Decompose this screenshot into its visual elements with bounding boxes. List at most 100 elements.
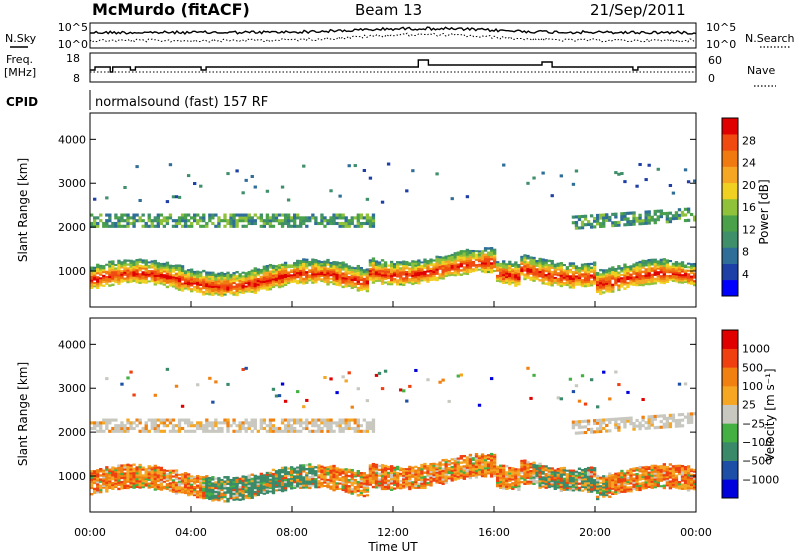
- heatmap-cell: [193, 285, 197, 288]
- heatmap-cell: [193, 479, 197, 482]
- heatmap-cell: [465, 458, 470, 461]
- heatmap-cell: [580, 275, 585, 278]
- heatmap-cell: [399, 485, 403, 488]
- heatmap-cell: [280, 280, 285, 284]
- heatmap-cell: [559, 481, 563, 484]
- heatmap-cell: [514, 480, 518, 483]
- heatmap-cell: [629, 222, 633, 226]
- heatmap-cell: [641, 281, 645, 285]
- heatmap-cell: [635, 265, 639, 269]
- heatmap-cell: [547, 268, 551, 271]
- heatmap-cell: [150, 270, 154, 273]
- heatmap-cell: [526, 257, 530, 260]
- heatmap-cell: [308, 486, 312, 490]
- heatmap-cell: [586, 466, 591, 470]
- heatmap-cell: [492, 459, 497, 462]
- heatmap-cell: [650, 263, 654, 266]
- heatmap-cell: [286, 266, 291, 269]
- heatmap-cell: [211, 273, 215, 276]
- heatmap-cell: [262, 272, 267, 275]
- heatmap-cell: [293, 221, 297, 226]
- heatmap-cell: [474, 455, 479, 458]
- heatmap-cell: [393, 476, 397, 479]
- heatmap-cell: [202, 478, 206, 481]
- heatmap-cell: [356, 267, 360, 270]
- heatmap-cell: [256, 287, 260, 290]
- heatmap-cell: [338, 482, 342, 485]
- heatmap-cell: [617, 220, 621, 224]
- heatmap-cell: [517, 475, 521, 478]
- heatmap-cell: [253, 481, 257, 484]
- heatmap-cell: [459, 258, 463, 262]
- heatmap-cell: [293, 481, 297, 484]
- heatmap-cell: [426, 470, 430, 473]
- heatmap-cell: [371, 465, 376, 468]
- heatmap-cell: [692, 179, 697, 183]
- heatmap-cell: [293, 216, 297, 220]
- heatmap-cell: [365, 219, 370, 223]
- heatmap-cell: [96, 481, 100, 484]
- heatmap-cell: [265, 288, 270, 291]
- heatmap-cell: [562, 468, 567, 472]
- heatmap-cell: [208, 293, 212, 296]
- heatmap-cell: [111, 426, 115, 431]
- heatmap-cell: [196, 486, 200, 489]
- heatmap-cell: [511, 281, 515, 284]
- heatmap-cell: [123, 224, 127, 228]
- heatmap-cell: [335, 265, 339, 268]
- heatmap-cell: [383, 276, 388, 279]
- heatmap-cell: [244, 481, 248, 484]
- heatmap-cell: [271, 481, 276, 484]
- heatmap-cell: [132, 274, 136, 277]
- heatmap-cell: [332, 272, 336, 276]
- heatmap-cell: [580, 478, 585, 481]
- heatmap-cell: [532, 269, 536, 272]
- heatmap-cell: [374, 271, 379, 274]
- heatmap-cell: [262, 267, 267, 271]
- heatmap-cell: [605, 274, 609, 278]
- heatmap-cell: [435, 259, 439, 263]
- heatmap-cell: [286, 479, 291, 483]
- heatmap-cell: [402, 478, 406, 481]
- heatmap-cell: [644, 218, 648, 223]
- heatmap-cell: [420, 279, 424, 282]
- heatmap-cell: [105, 421, 109, 425]
- heatmap-cell: [247, 421, 251, 425]
- heatmap-cell: [605, 286, 609, 289]
- heatmap-cell: [293, 418, 297, 422]
- heatmap-cell: [162, 279, 167, 282]
- heatmap-cell: [286, 219, 291, 223]
- heatmap-cell: [253, 291, 257, 294]
- heatmap-cell: [432, 472, 436, 475]
- heatmap-cell: [568, 469, 573, 472]
- heatmap-cell: [135, 261, 139, 264]
- heatmap-cell: [99, 490, 103, 494]
- heatmap-cell: [456, 271, 460, 274]
- heatmap-cell: [508, 476, 512, 479]
- heatmap-cell: [450, 477, 454, 480]
- heatmap-cell: [302, 468, 306, 471]
- heatmap-cell: [541, 478, 545, 481]
- heatmap-cell: [96, 483, 100, 486]
- heatmap-cell: [465, 463, 470, 466]
- heatmap-cell: [132, 278, 136, 281]
- heatmap-cell: [511, 268, 515, 271]
- heatmap-cell: [644, 221, 648, 225]
- heatmap-cell: [99, 424, 103, 428]
- heatmap-cell: [120, 382, 124, 386]
- heatmap-cell: [526, 472, 530, 476]
- heatmap-cell: [550, 467, 554, 470]
- heatmap-cell: [293, 486, 297, 489]
- heatmap-cell: [347, 267, 351, 270]
- heatmap-cell: [450, 266, 454, 269]
- heatmap-cell: [99, 213, 103, 217]
- heatmap-cell: [344, 480, 348, 483]
- heatmap-cell: [686, 273, 691, 276]
- heatmap-cell: [508, 264, 512, 268]
- heatmap-cell: [211, 213, 215, 217]
- heatmap-cell: [471, 458, 476, 461]
- heatmap-cell: [532, 260, 536, 264]
- heatmap-cell: [174, 485, 179, 489]
- heatmap-cell: [368, 474, 373, 477]
- heatmap-cell: [105, 466, 109, 469]
